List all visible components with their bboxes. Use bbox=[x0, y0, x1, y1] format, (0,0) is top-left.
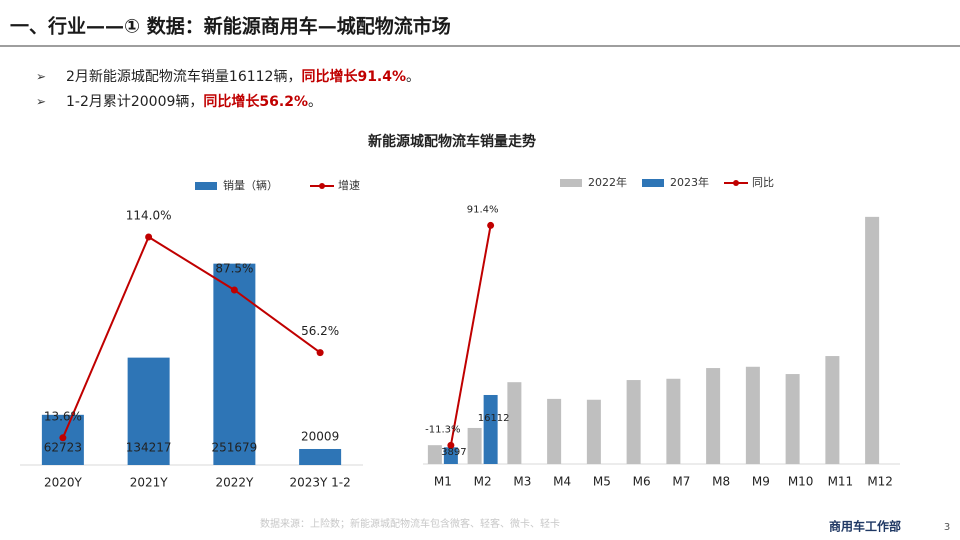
legend-swatch bbox=[560, 179, 582, 187]
legend-label: 2022年 bbox=[588, 175, 627, 189]
line-marker bbox=[145, 233, 153, 241]
bar bbox=[586, 399, 601, 464]
bar bbox=[507, 382, 522, 464]
x-tick-label: M4 bbox=[553, 475, 571, 489]
line-value-label: 13.6% bbox=[44, 409, 82, 423]
bullet-end: 。 bbox=[308, 94, 322, 110]
x-tick-label: M10 bbox=[788, 475, 814, 489]
x-tick-label: M6 bbox=[633, 475, 651, 489]
legend-marker bbox=[733, 180, 739, 186]
x-tick-label: M11 bbox=[828, 475, 854, 489]
x-tick-label: M12 bbox=[867, 475, 893, 489]
x-tick-label: M2 bbox=[474, 475, 492, 489]
bar bbox=[745, 366, 760, 464]
chart-title: 新能源城配物流车销量走势 bbox=[368, 133, 536, 150]
line-value-label: -11.3% bbox=[425, 424, 460, 435]
line-value-label: 56.2% bbox=[301, 324, 339, 338]
bar bbox=[483, 394, 498, 464]
line-marker bbox=[230, 286, 238, 294]
bar bbox=[666, 378, 681, 464]
bar-value-label: 16112 bbox=[478, 413, 510, 424]
bullet-highlight: 同比增长91.4% bbox=[301, 68, 406, 85]
bullet: 1-2月累计20009辆，同比增长56.2%。 bbox=[66, 93, 322, 110]
bar-value-label: 3897 bbox=[441, 447, 466, 458]
bar bbox=[547, 398, 562, 464]
x-tick-label: M9 bbox=[752, 475, 770, 489]
bar bbox=[213, 263, 256, 465]
line-marker bbox=[59, 434, 67, 442]
line-marker bbox=[316, 349, 324, 357]
bar bbox=[299, 448, 342, 465]
x-tick-label: 2020Y bbox=[44, 476, 83, 490]
bar bbox=[785, 374, 800, 464]
x-tick-label: M7 bbox=[672, 475, 690, 489]
bar bbox=[626, 380, 641, 464]
department: 商用车工作部 bbox=[829, 519, 901, 534]
bar bbox=[467, 427, 482, 464]
bar bbox=[127, 357, 170, 465]
page-number: 3 bbox=[944, 522, 950, 533]
slide-title: 一、行业——① 数据：新能源商用车—城配物流市场 bbox=[10, 15, 451, 38]
bar bbox=[865, 216, 880, 464]
x-tick-label: M8 bbox=[712, 475, 730, 489]
line-value-label: 114.0% bbox=[126, 209, 172, 223]
x-tick-label: M3 bbox=[513, 475, 531, 489]
bullet-text: 2月新能源城配物流车销量16112辆， bbox=[66, 68, 301, 85]
x-tick-label: 2021Y bbox=[130, 476, 169, 490]
source-note: 数据来源：上险数；新能源城配物流车包含微客、轻客、微卡、轻卡 bbox=[260, 517, 560, 530]
line-marker bbox=[487, 221, 495, 229]
bar-value-label: 20009 bbox=[301, 429, 339, 443]
legend-marker bbox=[319, 183, 325, 189]
legend-label: 销量（辆） bbox=[223, 178, 278, 192]
bullet-icon: ➢ bbox=[36, 95, 46, 109]
legend-label: 2023年 bbox=[670, 175, 709, 189]
x-tick-label: M1 bbox=[434, 475, 452, 489]
bar-value-label: 62723 bbox=[44, 441, 82, 455]
line-value-label: 91.4% bbox=[467, 204, 499, 215]
line-series bbox=[61, 235, 321, 439]
bar bbox=[427, 445, 442, 464]
line-series bbox=[449, 225, 492, 446]
x-tick-label: 2022Y bbox=[215, 476, 254, 490]
bullet-end: 。 bbox=[406, 69, 420, 85]
bar-value-label: 251679 bbox=[211, 441, 257, 455]
legend-label: 同比 bbox=[752, 176, 774, 189]
bullet-icon: ➢ bbox=[36, 70, 46, 84]
line-value-label: 87.5% bbox=[215, 262, 253, 276]
x-tick-label: M5 bbox=[593, 475, 611, 489]
bar-value-label: 134217 bbox=[126, 441, 172, 455]
bullet-text: 1-2月累计20009辆， bbox=[66, 94, 203, 110]
bar bbox=[825, 356, 840, 464]
legend-label: 增速 bbox=[338, 178, 360, 192]
legend-swatch bbox=[642, 179, 664, 187]
bullet: 2月新能源城配物流车销量16112辆，同比增长91.4%。 bbox=[66, 68, 420, 85]
bar bbox=[706, 368, 721, 464]
bar bbox=[443, 447, 458, 464]
legend-swatch bbox=[195, 182, 217, 190]
x-tick-label: 2023Y 1-2 bbox=[289, 476, 350, 490]
line-marker bbox=[447, 441, 455, 449]
bullet-highlight: 同比增长56.2% bbox=[203, 93, 308, 110]
